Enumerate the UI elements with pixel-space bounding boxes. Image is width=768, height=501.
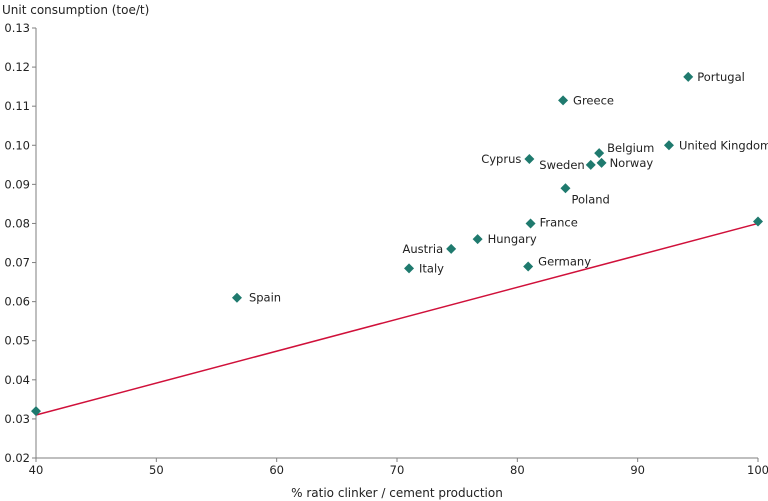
x-tick-label: 70 <box>390 463 405 477</box>
point-label-greece: Greece <box>573 93 614 107</box>
point-label-austria: Austria <box>403 242 444 256</box>
point-label-portugal: Portugal <box>697 70 745 84</box>
point-label-italy: Italy <box>419 261 444 275</box>
x-tick-label: 40 <box>29 463 44 477</box>
point-label-france: France <box>540 215 578 229</box>
point-label-sweden: Sweden <box>539 158 584 172</box>
data-point-portugal <box>683 71 694 82</box>
data-point-italy <box>404 263 415 274</box>
point-label-united-kingdom: United Kingdom <box>679 138 768 152</box>
y-tick-label: 0.02 <box>4 451 30 465</box>
data-point-austria <box>446 243 457 254</box>
data-point-sweden <box>585 159 596 170</box>
point-label-hungary: Hungary <box>488 232 537 246</box>
y-tick-label: 0.03 <box>4 412 30 426</box>
data-point-france <box>525 218 536 229</box>
y-tick-label: 0.07 <box>4 256 30 270</box>
point-label-spain: Spain <box>249 291 281 305</box>
data-point-norway <box>596 157 607 168</box>
data-point-belgium <box>594 148 605 159</box>
x-tick-label: 100 <box>747 463 768 477</box>
x-tick-label: 50 <box>149 463 164 477</box>
data-point-unlabeled-0 <box>31 406 41 417</box>
x-axis-title: % ratio clinker / cement production <box>291 486 503 500</box>
y-tick-label: 0.12 <box>4 60 30 74</box>
point-label-cyprus: Cyprus <box>481 152 521 166</box>
y-tick-label: 0.06 <box>4 295 30 309</box>
x-tick-label: 60 <box>269 463 284 477</box>
data-point-poland <box>560 183 571 194</box>
point-label-poland: Poland <box>571 192 609 206</box>
data-point-unlabeled-15 <box>753 216 763 227</box>
x-axis-ticks: 40 50 60 70 80 90 100 <box>29 458 768 477</box>
point-label-germany: Germany <box>538 254 591 268</box>
data-point-cyprus <box>524 153 535 164</box>
y-tick-label: 0.10 <box>4 138 30 152</box>
x-tick-label: 90 <box>630 463 645 477</box>
data-point-greece <box>558 95 569 106</box>
data-point-spain <box>231 292 242 303</box>
trend-line <box>35 222 759 416</box>
x-tick-label: 80 <box>510 463 525 477</box>
y-axis-ticks: 0.02 0.03 0.04 0.05 0.06 0.07 0.08 0.09 0.10 0.11… <box>4 21 36 465</box>
y-tick-label: 0.05 <box>4 334 30 348</box>
data-point-germany <box>523 261 534 272</box>
y-tick-label: 0.13 <box>4 21 30 35</box>
y-tick-label: 0.09 <box>4 177 30 191</box>
y-tick-label: 0.04 <box>4 373 30 387</box>
point-label-norway: Norway <box>610 156 654 170</box>
y-axis-title: Unit consumption (toe/t) <box>2 3 149 17</box>
data-point-united-kingdom <box>663 140 674 151</box>
y-tick-label: 0.08 <box>4 216 30 230</box>
y-tick-label: 0.11 <box>4 99 30 113</box>
point-label-belgium: Belgium <box>607 141 654 155</box>
data-points <box>31 71 763 417</box>
data-point-hungary <box>472 234 483 245</box>
